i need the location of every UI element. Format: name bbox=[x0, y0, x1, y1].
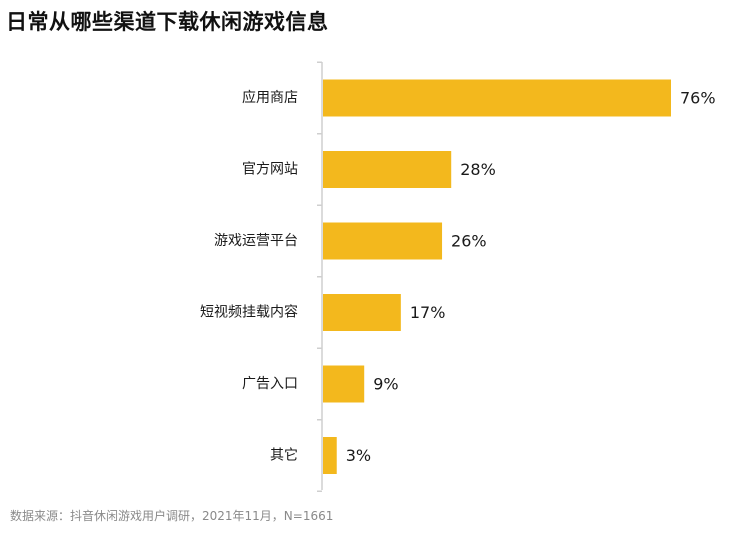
bar bbox=[323, 437, 337, 474]
value-label: 9% bbox=[373, 375, 398, 394]
chart-title: 日常从哪些渠道下载休闲游戏信息 bbox=[6, 10, 329, 34]
category-label: 短视频挂载内容 bbox=[200, 304, 298, 321]
bar bbox=[323, 294, 401, 331]
source-note: 数据来源：抖音休闲游戏用户调研，2021年11月，N=1661 bbox=[10, 509, 334, 523]
value-label: 17% bbox=[410, 303, 446, 322]
category-label: 其它 bbox=[270, 447, 298, 464]
category-label: 官方网站 bbox=[242, 162, 298, 178]
bar bbox=[323, 222, 443, 260]
value-label: 76% bbox=[680, 89, 716, 108]
bar bbox=[323, 79, 671, 117]
bars-group bbox=[323, 79, 671, 474]
category-label: 应用商店 bbox=[242, 89, 298, 106]
value-labels: 76% 28% 26% 17% 9% 3% bbox=[346, 89, 716, 466]
category-label: 游戏运营平台 bbox=[214, 233, 298, 249]
bar bbox=[323, 151, 452, 188]
category-label: 广告入口 bbox=[242, 376, 298, 392]
value-label: 3% bbox=[346, 446, 371, 465]
bar bbox=[323, 365, 365, 403]
value-label: 26% bbox=[451, 232, 487, 251]
y-axis-ticks bbox=[317, 61, 322, 492]
value-label: 28% bbox=[460, 160, 496, 179]
